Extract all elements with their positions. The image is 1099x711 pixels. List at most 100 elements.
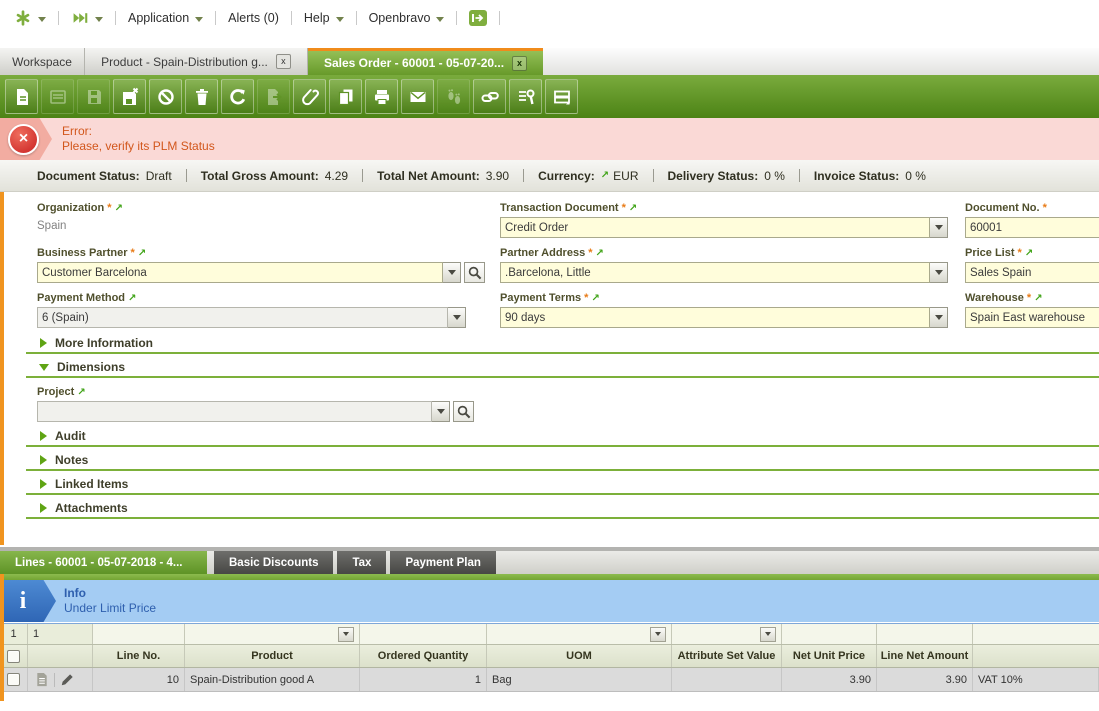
print-button[interactable] [365,79,398,114]
field-link-icon[interactable]: ↗ [1024,248,1034,259]
header-line-net-amount[interactable]: Line Net Amount [877,645,973,667]
attachment-button[interactable] [293,79,326,114]
close-icon[interactable]: x [275,54,291,69]
field-link-icon[interactable]: ↗ [77,387,86,398]
field-link-icon[interactable]: ↗ [128,293,137,304]
new-document-button[interactable] [5,79,38,114]
search-button[interactable] [453,401,474,422]
header-line-no[interactable]: Line No. [93,645,185,667]
section-audit[interactable]: Audit [26,429,1099,447]
partner-address-input[interactable] [500,262,930,283]
header-tax[interactable] [973,645,1099,667]
dropdown-button[interactable] [930,307,948,328]
filter-input-uom[interactable] [487,624,672,644]
table-row[interactable]: 10 Spain-Distribution good A 1 Bag 3.90 … [0,668,1099,692]
menu-application[interactable]: Application [128,9,204,27]
field-link-icon[interactable]: ↗ [1034,293,1043,304]
dropdown-button[interactable] [930,217,948,238]
section-notes[interactable]: Notes [26,453,1099,471]
section-attachments[interactable]: Attachments [26,501,1099,519]
chevron-down-icon[interactable] [95,16,103,22]
quick-launch-menu[interactable] [71,9,103,27]
filter-input-ordered-quantity[interactable] [360,624,487,644]
menu-alerts[interactable]: Alerts (0) [228,9,279,27]
tab-sales-order[interactable]: Sales Order - 60001 - 05-07-20... x [308,48,543,75]
header-net-unit-price[interactable]: Net Unit Price [782,645,877,667]
chevron-down-icon [452,315,461,320]
tab-basic-discounts[interactable]: Basic Discounts [214,551,334,574]
checkbox-icon[interactable] [7,673,20,686]
payment-method-input[interactable] [37,307,448,328]
dropdown-button[interactable] [930,262,948,283]
filter-input-line-no[interactable] [93,624,185,644]
required-marker: * [588,247,593,259]
refresh-button[interactable] [221,79,254,114]
tab-workspace[interactable]: Workspace [0,48,85,75]
dropdown-button[interactable] [432,401,450,422]
header-ordered-quantity[interactable]: Ordered Quantity [360,645,487,667]
chevron-right-icon [40,503,47,513]
header-attribute-set-value[interactable]: Attribute Set Value [672,645,782,667]
header-select-all[interactable] [0,645,28,667]
tab-lines[interactable]: Lines - 60001 - 05-07-2018 - 4... [0,551,207,574]
active-view-border [0,192,4,545]
header-uom[interactable]: UOM [487,645,672,667]
price-list-input[interactable] [965,262,1099,283]
panel-splitter[interactable] [0,547,1099,551]
field-link-icon[interactable]: ↗ [114,203,123,214]
tab-tax[interactable]: Tax [337,551,387,574]
filter-dropdown-button[interactable] [338,626,354,642]
row-select-cell[interactable] [0,668,28,691]
logout-button[interactable] [469,9,488,27]
project-input[interactable] [37,401,432,422]
filter-input-product[interactable] [185,624,360,644]
section-linked-items[interactable]: Linked Items [26,477,1099,495]
checkbox-icon[interactable] [7,649,20,663]
edit-pencil-icon[interactable] [60,673,74,687]
field-link-icon[interactable]: ↗ [591,293,600,304]
warehouse-input[interactable] [965,307,1099,328]
tab-payment-plan[interactable]: Payment Plan [390,551,496,574]
menu-openbravo[interactable]: Openbravo [369,9,445,27]
save-close-button[interactable] [113,79,146,114]
link-button[interactable] [473,79,506,114]
chevron-right-icon [40,431,47,441]
search-button[interactable] [464,262,485,283]
payment-terms-input[interactable] [500,307,930,328]
field-link-icon[interactable]: ↗ [628,203,638,214]
cancel-button[interactable] [149,79,182,114]
filter-input-net-unit-price[interactable] [782,624,877,644]
process-button[interactable] [509,79,542,114]
close-icon[interactable]: x [512,55,528,71]
menu-help[interactable]: Help [304,9,344,27]
chevron-down-icon[interactable] [38,16,46,22]
delete-button[interactable] [185,79,218,114]
section-more-information[interactable]: More Information [26,336,1099,354]
business-partner-input[interactable] [37,262,443,283]
document-no-input[interactable] [965,217,1099,238]
tab-product[interactable]: Product - Spain-Distribution g... x [85,48,308,75]
dropdown-button[interactable] [443,262,461,283]
workspace-menu[interactable] [14,9,46,27]
header-product[interactable]: Product [185,645,360,667]
filter-dropdown-button[interactable] [760,626,776,642]
filter-input-line-net-amount[interactable] [877,624,973,644]
filter-input-tax[interactable] [973,624,1099,644]
window-button[interactable] [545,79,578,114]
email-button[interactable] [401,79,434,114]
field-link-icon[interactable]: ↗ [137,248,147,259]
tab-workspace-label: Workspace [12,54,72,69]
notes-icon[interactable] [35,672,49,687]
required-marker: * [107,202,112,214]
filter-dropdown-button[interactable] [650,626,666,642]
field-link-icon[interactable]: ↗ [595,248,604,259]
transaction-document-input[interactable] [500,217,930,238]
copy-button[interactable] [329,79,362,114]
currency-link-icon[interactable]: ↗ [600,170,610,181]
required-marker: * [584,292,589,304]
section-dimensions[interactable]: Dimensions [26,360,1099,378]
window-icon [553,90,570,104]
dropdown-button[interactable] [448,307,466,328]
filter-input-attribute-set-value[interactable] [672,624,782,644]
